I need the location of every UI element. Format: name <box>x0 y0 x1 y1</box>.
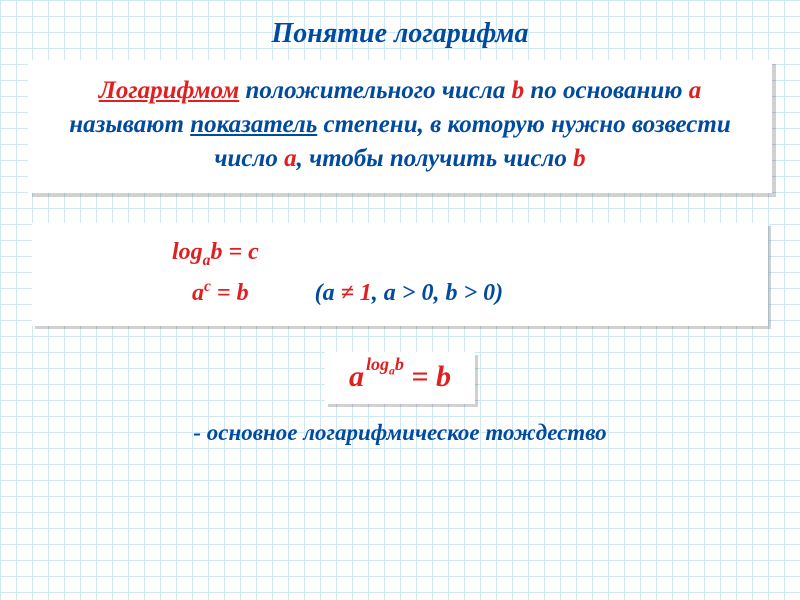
log-prefix: log <box>172 239 203 265</box>
def-a1: а <box>689 77 702 104</box>
cond-open: ( <box>315 280 323 306</box>
def-part3: называют <box>69 111 190 138</box>
footer-note: - основное логарифмическое тождество <box>28 420 772 446</box>
cond-gt0b: > 0 <box>457 280 495 306</box>
cond-gt0a: > 0 <box>396 280 434 306</box>
slide-content: Понятие логарифма Логарифмом положительн… <box>0 0 800 600</box>
identity-exp: logab <box>366 354 404 378</box>
f2-a: a <box>192 280 204 306</box>
exp-b: b <box>395 354 404 374</box>
f2-sup: c <box>204 278 211 295</box>
cond-b: b <box>445 280 457 306</box>
definition-term: Логарифмом <box>99 77 240 104</box>
definition-box: Логарифмом положительного числа b по осн… <box>28 60 772 193</box>
identity-rhs: = b <box>404 360 451 393</box>
def-part5: , чтобы получить число <box>297 145 574 172</box>
cond-a1: a <box>323 280 335 306</box>
log-b: b <box>210 239 222 265</box>
def-part1: положительного числа <box>239 77 511 104</box>
identity-base: a <box>349 360 364 393</box>
def-b2: b <box>573 145 586 172</box>
f2-eqb: = b <box>211 280 249 306</box>
cond-close: ) <box>495 280 503 306</box>
def-a2: а <box>284 145 297 172</box>
cond-sep2: , <box>433 280 445 306</box>
cond-neq: ≠ 1 <box>335 280 372 306</box>
formula-line-1: logab = c <box>52 233 748 274</box>
identity-wrap: alogab = b <box>28 352 772 404</box>
formula-box: logab = c ac = b (a ≠ 1, a > 0, b > 0) <box>32 223 768 326</box>
conditions: (a ≠ 1, a > 0, b > 0) <box>315 280 504 306</box>
formula-line-2: ac = b (a ≠ 1, a > 0, b > 0) <box>52 274 748 312</box>
cond-a2: a <box>384 280 396 306</box>
eq-c: = c <box>222 239 258 265</box>
exp-prefix: log <box>366 354 389 374</box>
def-part2: по основанию <box>524 77 689 104</box>
identity-box: alogab = b <box>325 352 475 404</box>
cond-sep1: , <box>372 280 384 306</box>
def-underlined: показатель <box>190 111 317 138</box>
def-b1: b <box>512 77 525 104</box>
slide-title: Понятие логарифма <box>28 18 772 50</box>
